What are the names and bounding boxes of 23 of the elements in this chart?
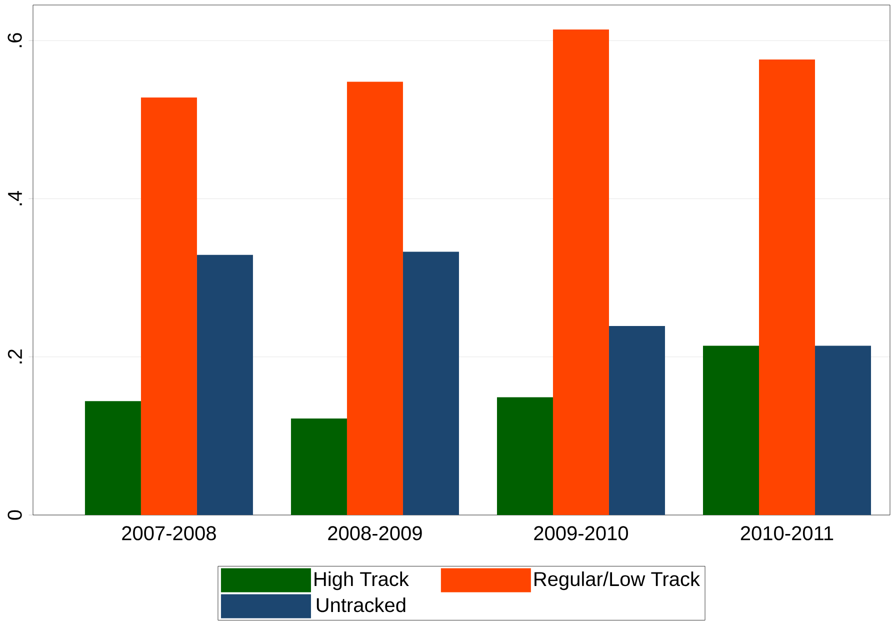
bar: [196, 254, 253, 516]
bar: [402, 252, 459, 516]
x-tick-label: 2010-2011: [740, 526, 834, 540]
x-tick-label: 2009-2010: [534, 526, 628, 540]
y-tick-label: .4: [8, 190, 22, 206]
bar: [759, 60, 815, 516]
x-tick-label: 2008-2009: [328, 526, 422, 540]
legend-label: Regular/Low Track: [534, 571, 700, 590]
y-tick-label: .6: [8, 33, 22, 48]
bar: [608, 326, 665, 516]
legend-label: High Track: [314, 571, 409, 590]
y-tick-label: 0: [8, 510, 22, 520]
x-tick-label: 2007-2008: [122, 526, 216, 540]
y-tick-label: .2: [8, 350, 22, 364]
bar: [346, 82, 403, 516]
bar: [815, 346, 871, 516]
bar: [552, 30, 609, 516]
bar: [140, 98, 197, 516]
bar: [290, 418, 347, 516]
legend-label: Untracked: [316, 597, 406, 612]
bar: [703, 346, 759, 516]
bar: [496, 397, 553, 516]
bar: [84, 401, 141, 516]
